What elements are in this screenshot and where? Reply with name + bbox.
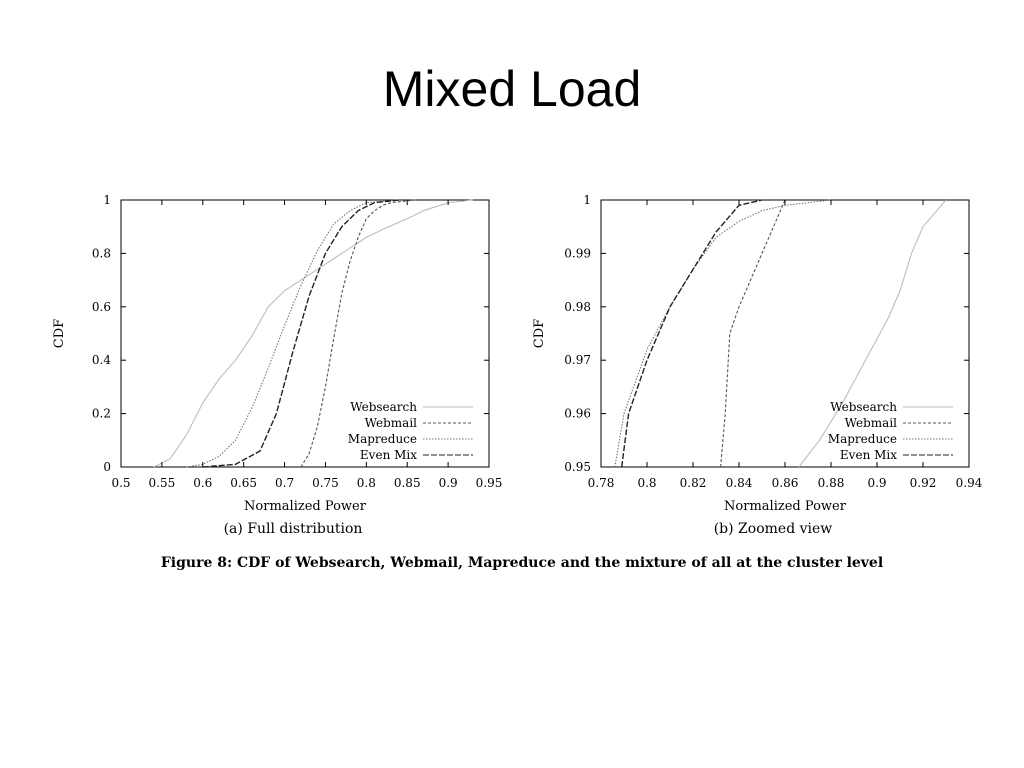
x-tick-label: 0.55 <box>149 476 176 490</box>
legend-label: Even Mix <box>360 448 417 462</box>
x-tick-label: 0.75 <box>312 476 339 490</box>
x-tick-label: 0.86 <box>772 476 799 490</box>
plot-frame <box>120 199 490 468</box>
series-line-websearch <box>153 199 473 468</box>
slide-title: Mixed Load <box>382 61 642 117</box>
series-line-even-mix <box>202 199 400 468</box>
y-tick-label: 0.99 <box>564 246 591 260</box>
y-tick-label: 0.97 <box>564 353 591 367</box>
chart-full-distribution: 0.5 0.55 0.6 0.65 0.7 0.75 0.8 0.85 0.9 0.95 0 0.2 0… <box>52 193 503 537</box>
legend-label: Even Mix <box>840 448 897 462</box>
y-tick-label: 0.6 <box>92 300 111 314</box>
series-line-webmail <box>300 199 416 468</box>
legend-label: Mapreduce <box>348 432 417 446</box>
plot-frame <box>600 199 970 468</box>
x-tick-label: 0.8 <box>637 476 656 490</box>
legend-label: Websearch <box>350 400 417 414</box>
x-tick-label: 0.94 <box>956 476 983 490</box>
x-tick-label: 0.84 <box>726 476 753 490</box>
chart-zoomed-view: 0.78 0.8 0.82 0.84 0.86 0.88 0.9 0.92 0.94 0.95 0.… <box>532 193 983 537</box>
x-tick-label: 0.6 <box>193 476 212 490</box>
x-tick-label: 0.9 <box>439 476 458 490</box>
y-tick-label: 1 <box>583 193 591 207</box>
legend-label: Webmail <box>365 416 418 430</box>
series-line-mapreduce <box>614 199 832 468</box>
x-axis-label: Normalized Power <box>724 499 847 514</box>
subcaption: (b) Zoomed view <box>714 521 833 537</box>
y-tick-label: 0.96 <box>564 407 591 421</box>
y-tick-label: 0.4 <box>92 353 111 367</box>
y-tick-label: 0.95 <box>564 460 591 474</box>
x-tick-label: 0.82 <box>680 476 707 490</box>
y-tick-label: 0.8 <box>92 246 111 260</box>
x-axis-label: Normalized Power <box>244 499 367 514</box>
x-tick-label: 0.88 <box>818 476 845 490</box>
x-tick-label: 0.65 <box>230 476 257 490</box>
x-tick-label: 0.95 <box>476 476 503 490</box>
x-tick-label: 0.8 <box>357 476 376 490</box>
y-tick-label: 1 <box>103 193 111 207</box>
y-tick-label: 0.2 <box>92 407 111 421</box>
x-tick-label: 0.7 <box>275 476 294 490</box>
series-line-webmail <box>720 199 786 468</box>
series-line-websearch <box>798 199 947 468</box>
y-tick-label: 0 <box>103 460 111 474</box>
x-tick-label: 0.85 <box>394 476 421 490</box>
y-axis-label: CDF <box>532 319 547 348</box>
x-tick-label: 0.5 <box>111 476 130 490</box>
x-tick-label: 0.92 <box>910 476 937 490</box>
figure-caption: Figure 8: CDF of Websearch, Webmail, Map… <box>160 555 884 571</box>
legend-label: Websearch <box>830 400 897 414</box>
legend-label: Webmail <box>845 416 898 430</box>
series-line-even-mix <box>621 199 763 468</box>
x-tick-label: 0.78 <box>588 476 615 490</box>
y-axis-label: CDF <box>52 319 67 348</box>
y-tick-label: 0.98 <box>564 300 591 314</box>
x-tick-label: 0.9 <box>867 476 886 490</box>
legend-label: Mapreduce <box>828 432 897 446</box>
subcaption: (a) Full distribution <box>224 521 363 537</box>
